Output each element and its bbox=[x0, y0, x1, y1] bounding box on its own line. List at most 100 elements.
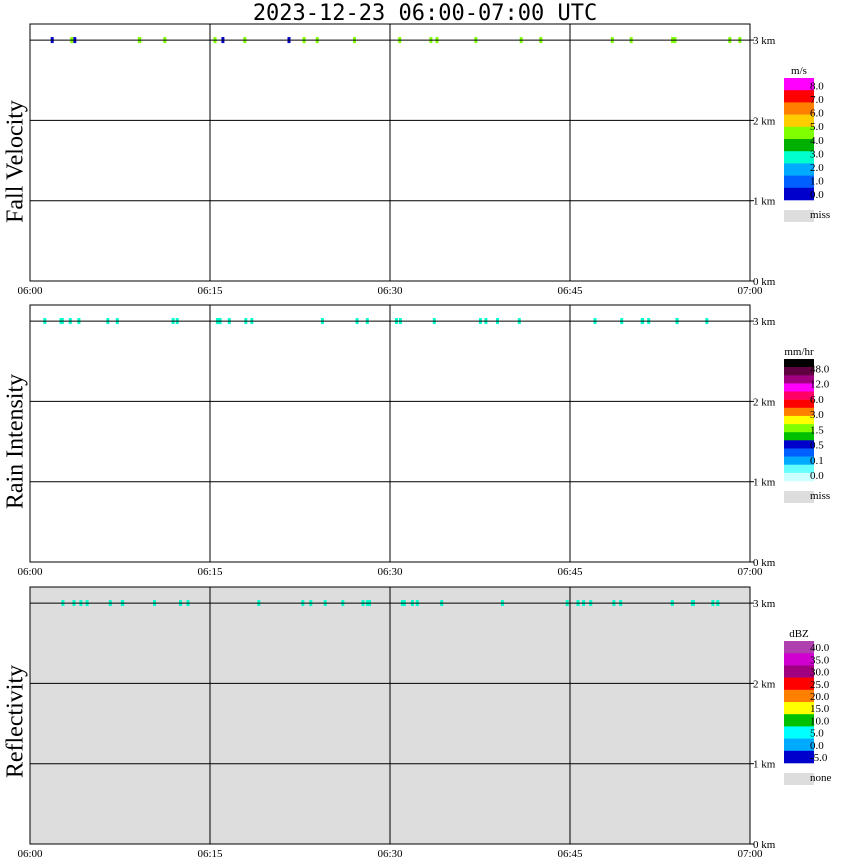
legend-swatch bbox=[784, 78, 814, 91]
plot-frame bbox=[29, 586, 751, 845]
legend-swatch bbox=[784, 714, 814, 727]
x-tick-label: 06:45 bbox=[557, 285, 583, 297]
legend-label: 7.0 bbox=[810, 94, 824, 106]
legend-swatch bbox=[784, 126, 814, 140]
legend-missing-label: miss bbox=[810, 209, 830, 221]
x-tick-label: 06:45 bbox=[557, 848, 583, 860]
legend-missing-label: none bbox=[810, 772, 832, 784]
legend-swatch bbox=[784, 677, 814, 691]
legend-label: 40.0 bbox=[810, 642, 830, 654]
x-tick-label: 06:15 bbox=[197, 566, 223, 578]
legend-swatch bbox=[784, 359, 814, 368]
legend-swatch bbox=[784, 424, 814, 433]
legend-swatch bbox=[784, 738, 814, 752]
legend-swatch bbox=[784, 689, 814, 703]
x-tick-label: 06:45 bbox=[557, 566, 583, 578]
legend-label: 1.5 bbox=[810, 424, 824, 436]
panel-2: 3 km 2 km 1 km 0 km 06:00 06:15 06:30 06:45 07:0… bbox=[17, 586, 832, 860]
y-tick-label: 1 km bbox=[753, 759, 776, 771]
legend-swatch bbox=[784, 750, 814, 764]
legend-swatch bbox=[784, 163, 814, 176]
legend-swatch bbox=[784, 383, 814, 392]
y-tick-label: 0 km bbox=[753, 557, 776, 569]
y-tick-label: 3 km bbox=[753, 316, 776, 328]
legend-swatch bbox=[784, 702, 814, 715]
y-tick-label: 0 km bbox=[753, 276, 776, 288]
x-tick-label: 07:00 bbox=[737, 285, 763, 297]
legend-swatch bbox=[784, 187, 814, 201]
legend-missing-label: miss bbox=[810, 490, 830, 502]
legend-swatch bbox=[784, 102, 814, 115]
legend-swatch bbox=[784, 415, 814, 425]
legend-label: 4.0 bbox=[810, 135, 824, 147]
y-tick-label: 1 km bbox=[753, 477, 776, 489]
legend-swatch bbox=[784, 391, 814, 400]
legend-missing-swatch bbox=[784, 210, 814, 222]
legend-swatch bbox=[784, 407, 814, 417]
legend-label: 15.0 bbox=[810, 703, 830, 715]
legend-label: 35.0 bbox=[810, 654, 830, 666]
legend-swatch bbox=[784, 665, 814, 678]
legend-label: -5.0 bbox=[810, 752, 828, 764]
legend-swatch bbox=[784, 726, 814, 739]
legend-swatch bbox=[784, 653, 814, 666]
legend-label: 0.1 bbox=[810, 455, 824, 467]
legend-label: 20.0 bbox=[810, 691, 830, 703]
x-tick-label: 06:15 bbox=[197, 285, 223, 297]
x-tick-label: 06:30 bbox=[377, 848, 403, 860]
legend-label: 6.0 bbox=[810, 394, 824, 406]
y-tick-label: 2 km bbox=[753, 678, 776, 690]
legend-swatch bbox=[784, 375, 814, 384]
legend-label: 12.0 bbox=[810, 379, 830, 391]
legend-label: 0.5 bbox=[810, 440, 824, 452]
legend-label: 1.0 bbox=[810, 175, 824, 187]
y-tick-label: 2 km bbox=[753, 396, 776, 408]
legend-swatch bbox=[784, 456, 814, 465]
x-tick-label: 06:00 bbox=[17, 566, 43, 578]
legend-label: 3.0 bbox=[810, 409, 824, 421]
x-tick-label: 07:00 bbox=[737, 566, 763, 578]
x-tick-label: 06:00 bbox=[17, 848, 43, 860]
x-tick-label: 06:15 bbox=[197, 848, 223, 860]
legend-label: 0.0 bbox=[810, 740, 824, 752]
legend-label: 6.0 bbox=[810, 108, 824, 120]
legend-missing-swatch bbox=[784, 773, 814, 785]
panel-1: 3 km 2 km 1 km 0 km 06:00 06:15 06:30 06:45 07:0… bbox=[17, 304, 830, 578]
legend-label: 0.0 bbox=[810, 470, 824, 482]
legend-unit: mm/hr bbox=[784, 346, 814, 358]
legend-swatch bbox=[784, 90, 814, 103]
legend-swatch bbox=[784, 139, 814, 152]
legend-label: 8.0 bbox=[810, 81, 824, 93]
legend-swatch bbox=[784, 151, 814, 164]
legend-missing-swatch bbox=[784, 491, 814, 503]
legend-swatch bbox=[784, 464, 814, 474]
panel-0: 3 km 2 km 1 km 0 km 06:00 06:15 06:30 06:45 07:0… bbox=[17, 23, 830, 297]
x-tick-label: 06:00 bbox=[17, 285, 43, 297]
x-tick-label: 06:30 bbox=[377, 285, 403, 297]
legend-swatch bbox=[784, 641, 814, 654]
legend-swatch bbox=[784, 399, 814, 409]
legend-label: 25.0 bbox=[810, 679, 830, 691]
legend-label: 3.0 bbox=[810, 148, 824, 160]
legend-label: 10.0 bbox=[810, 715, 830, 727]
legend-unit: m/s bbox=[791, 65, 807, 77]
y-tick-label: 2 km bbox=[753, 115, 776, 127]
y-tick-label: 0 km bbox=[753, 839, 776, 851]
legend-unit: dBZ bbox=[789, 628, 809, 640]
legend-swatch bbox=[784, 114, 814, 128]
plot-frame bbox=[29, 304, 751, 563]
plot-frame bbox=[29, 23, 751, 282]
legend-swatch bbox=[784, 432, 814, 441]
legend-label: 30.0 bbox=[810, 667, 830, 679]
y-tick-label: 3 km bbox=[753, 598, 776, 610]
legend-label: 5.0 bbox=[810, 728, 824, 740]
legend-label: 48.0 bbox=[810, 363, 830, 375]
y-tick-label: 3 km bbox=[753, 35, 776, 47]
legend-swatch bbox=[784, 175, 814, 189]
legend-swatch bbox=[784, 440, 814, 449]
x-tick-label: 07:00 bbox=[737, 848, 763, 860]
y-tick-label: 1 km bbox=[753, 196, 776, 208]
legend-label: 5.0 bbox=[810, 121, 824, 133]
legend-label: 2.0 bbox=[810, 162, 824, 174]
